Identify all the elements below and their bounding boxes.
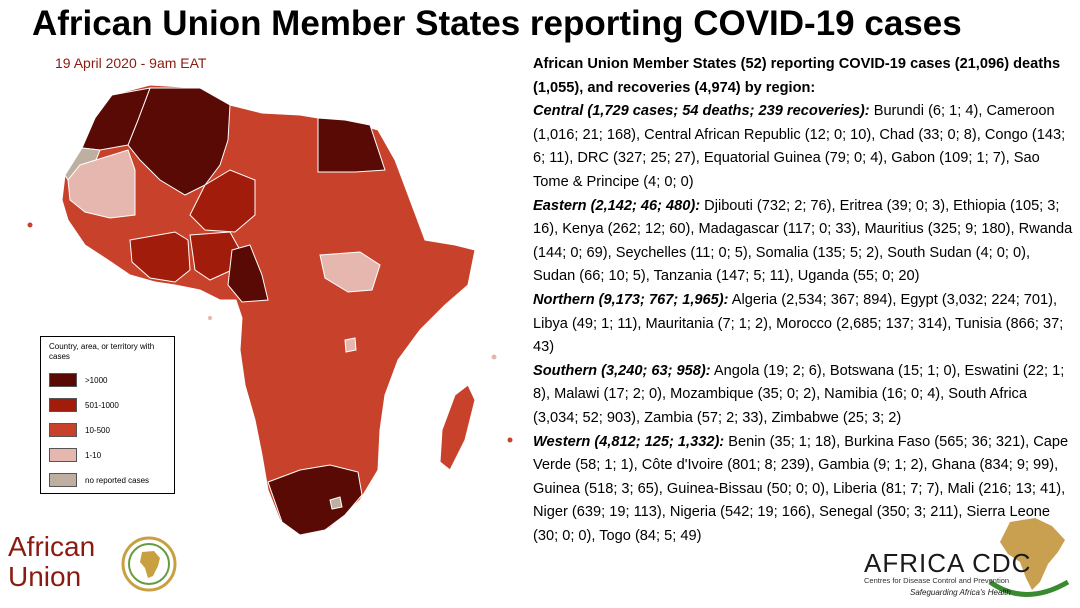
egypt-region <box>317 117 386 173</box>
au-logo-line1: African <box>8 531 96 562</box>
burundi-region <box>344 337 357 353</box>
legend-item: 501-1000 <box>49 398 119 412</box>
legend-item: 10-500 <box>49 423 110 437</box>
africa-cdc-emblem-icon <box>988 518 1070 597</box>
region-text: Benin (35; 1; 18), Burkina Faso (565; 36… <box>533 433 1069 544</box>
legend-label: 10-500 <box>85 425 110 435</box>
region-central: Central (1,729 cases; 54 deaths; 239 rec… <box>533 100 1073 194</box>
region-text: Djibouti (732; 2; 76), Eritrea (39; 0; 3… <box>533 197 1073 285</box>
region-text: Algeria (2,534; 367; 894), Egypt (3,032;… <box>533 291 1064 356</box>
map-legend: Country, area, or territory with cases >… <box>40 336 175 494</box>
region-heading: Western (4,812; 125; 1,332): <box>533 433 725 450</box>
region-northern: Northern (9,173; 767; 1,965): Algeria (2… <box>533 289 1073 360</box>
region-eastern: Eastern (2,142; 46; 480): Djibouti (732;… <box>533 195 1073 289</box>
south-sudan-region <box>319 251 381 293</box>
legend-swatch <box>49 398 77 412</box>
legend-swatch <box>49 423 77 437</box>
madagascar-region <box>439 384 476 471</box>
cameroon-region <box>227 244 269 303</box>
legend-item: 1-10 <box>49 448 101 462</box>
region-text: Burundi (6; 1; 4), Cameroon (1,016; 21; … <box>533 103 1066 190</box>
legend-label: no reported cases <box>85 475 150 485</box>
seychelles-region <box>491 354 497 360</box>
morocco-region <box>81 87 151 151</box>
niger-region <box>189 169 256 233</box>
legend-swatch <box>49 448 77 462</box>
sao-tome-region <box>208 316 212 320</box>
africa-map <box>27 84 513 536</box>
cdc-name: AFRICA CDC <box>864 548 1032 578</box>
region-heading: Northern (9,173; 767; 1,965): <box>533 291 729 308</box>
region-southern: Southern (3,240; 63; 958): Angola (19; 2… <box>533 360 1073 431</box>
summary-panel: African Union Member States (52) reporti… <box>533 53 1073 548</box>
cdc-subtitle: Centres for Disease Control and Preventi… <box>864 576 1010 585</box>
legend-label: 1-10 <box>85 450 102 460</box>
au-logo-line2: Union <box>8 561 82 592</box>
legend-swatch <box>49 473 77 487</box>
legend-item: no reported cases <box>49 473 149 487</box>
legend-title: Country, area, or territory with cases <box>49 342 155 361</box>
cape-verde-region <box>27 222 33 228</box>
legend-label: >1000 <box>85 375 108 385</box>
lesotho-region <box>329 496 343 510</box>
south-africa-region <box>267 464 363 536</box>
region-text: Angola (19; 2; 6), Botswana (15; 1; 0), … <box>533 362 1065 426</box>
au-logo-text: African Union <box>8 532 95 592</box>
legend-swatch <box>49 373 77 387</box>
page-title: African Union Member States reporting CO… <box>32 4 962 43</box>
report-date: 19 April 2020 - 9am EAT <box>55 55 207 71</box>
summary-lead: African Union Member States (52) reporti… <box>533 56 1061 96</box>
cdc-tagline: Safeguarding Africa's Health <box>910 588 1011 597</box>
legend-label: 501-1000 <box>85 400 119 410</box>
west-africa-high-region <box>129 231 191 283</box>
region-western: Western (4,812; 125; 1,332): Benin (35; … <box>533 431 1073 549</box>
region-heading: Southern (3,240; 63; 958): <box>533 362 711 379</box>
mauritius-region <box>507 437 513 443</box>
africa-cdc-logo: AFRICA CDC Centres for Disease Control a… <box>860 512 1075 602</box>
region-heading: Central (1,729 cases; 54 deaths; 239 rec… <box>533 103 870 120</box>
african-union-logo: African Union <box>8 532 188 596</box>
au-emblem-icon <box>121 536 177 592</box>
region-heading: Eastern (2,142; 46; 480): <box>533 197 701 214</box>
legend-item: >1000 <box>49 373 107 387</box>
mauritania-region <box>67 149 136 219</box>
